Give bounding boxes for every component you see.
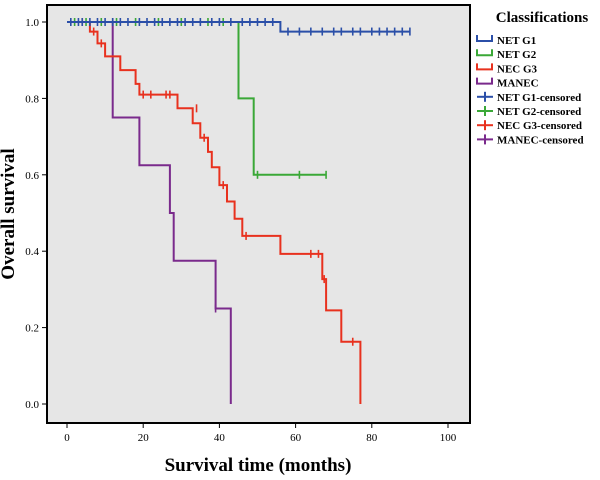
x-tick-label: 40 (214, 432, 226, 444)
curve-layer (67, 18, 411, 404)
legend-net-g1-label: NET G1 (497, 35, 536, 47)
y-tick-label: 0.6 (25, 170, 39, 182)
legend-title: Classifications (496, 10, 589, 26)
legend-nec-g3-censored-label: NEC G3-censored (497, 120, 582, 132)
series-nec-g3 (67, 18, 362, 404)
y-tick-label: 0.0 (25, 399, 39, 411)
axis-layer: 0 20 40 60 80 100 0.0 0.2 0.4 0.6 0.8 1.0 (25, 17, 457, 444)
net-g1-survival-line (67, 21, 410, 33)
legend-nec-g3-label: NEC G3 (497, 63, 538, 75)
series-net-g1 (67, 18, 411, 36)
legend-net-g1-symbol (476, 35, 493, 42)
x-tick-label: 100 (440, 432, 457, 444)
y-tick-label: 0.2 (25, 323, 39, 335)
x-tick-label: 80 (366, 432, 378, 444)
legend-manec-label: MANEC (497, 78, 539, 90)
legend-manec-censored-label: MANEC-censored (497, 134, 584, 146)
x-tick-label: 60 (290, 432, 302, 444)
y-tick-label: 1.0 (25, 17, 39, 29)
nec-g3-survival-line (67, 21, 362, 404)
y-tick-label: 0.8 (25, 93, 39, 105)
legend-net-g1-censored-label: NET G1-censored (497, 92, 581, 104)
x-axis-title: Survival time (months) (165, 455, 352, 476)
plot-area (46, 4, 471, 424)
y-tick-label: 0.4 (25, 246, 39, 258)
legend-net-g2-censored-label: NET G2-censored (497, 106, 581, 118)
legend-net-g2-symbol (476, 49, 493, 57)
x-tick-label: 20 (138, 432, 150, 444)
y-axis-title: Overall survival (0, 148, 19, 279)
legend-nec-g3-symbol (476, 63, 493, 71)
x-tick-label: 0 (64, 432, 70, 444)
legend: NET G1 NET G2 NEC G3 MANEC NET G1-censored NE… (476, 35, 584, 146)
legend-manec-symbol (476, 77, 493, 85)
legend-net-g2-label: NET G2 (497, 49, 537, 61)
